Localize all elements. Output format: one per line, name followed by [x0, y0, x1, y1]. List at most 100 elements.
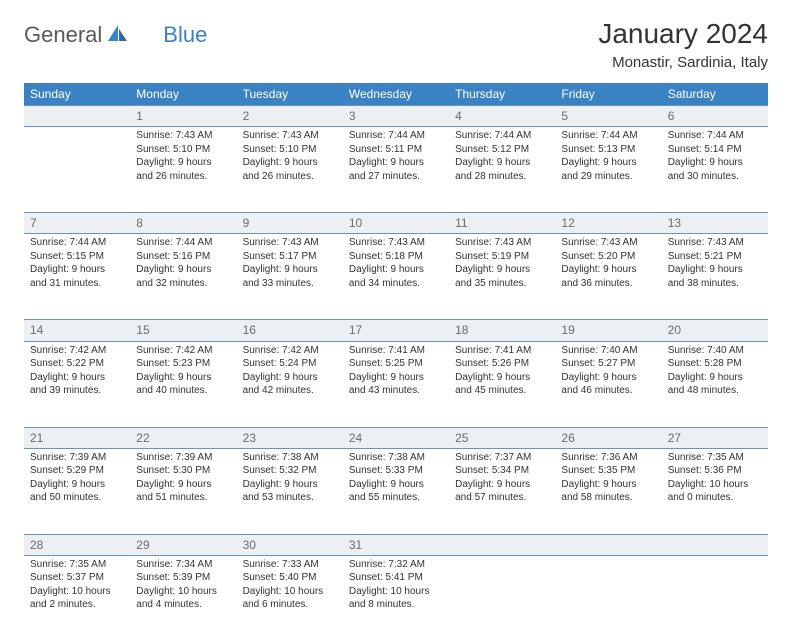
daylight-line2: and 26 minutes.	[136, 170, 230, 184]
day-details: Sunrise: 7:35 AMSunset: 5:37 PMDaylight:…	[24, 556, 130, 616]
sunrise-text: Sunrise: 7:41 AM	[349, 344, 443, 358]
day-details: Sunrise: 7:37 AMSunset: 5:34 PMDaylight:…	[449, 449, 555, 509]
sunrise-text: Sunrise: 7:44 AM	[30, 236, 124, 250]
logo-text-blue: Blue	[163, 22, 207, 48]
day-number: 23	[237, 428, 343, 448]
sunset-text: Sunset: 5:17 PM	[243, 250, 337, 264]
day-details: Sunrise: 7:40 AMSunset: 5:27 PMDaylight:…	[555, 342, 661, 402]
day-number-cell: 6	[662, 106, 768, 127]
day-number: 13	[662, 213, 768, 233]
daylight-line1: Daylight: 9 hours	[243, 371, 337, 385]
day-details: Sunrise: 7:43 AMSunset: 5:10 PMDaylight:…	[130, 127, 236, 187]
daylight-line2: and 50 minutes.	[30, 491, 124, 505]
sunrise-text: Sunrise: 7:43 AM	[136, 129, 230, 143]
day-number-cell: 28	[24, 534, 130, 555]
day-number: 26	[555, 428, 661, 448]
day-number: 10	[343, 213, 449, 233]
daylight-line1: Daylight: 9 hours	[30, 263, 124, 277]
day-number-cell: 18	[449, 320, 555, 341]
daylight-line2: and 26 minutes.	[243, 170, 337, 184]
daylight-line1: Daylight: 9 hours	[243, 156, 337, 170]
day-number-cell: 15	[130, 320, 236, 341]
day-number-cell: 17	[343, 320, 449, 341]
daylight-line2: and 55 minutes.	[349, 491, 443, 505]
daylight-line2: and 30 minutes.	[668, 170, 762, 184]
day-number: 30	[237, 535, 343, 555]
daylight-line1: Daylight: 10 hours	[349, 585, 443, 599]
day-body-cell	[555, 555, 661, 641]
day-details: Sunrise: 7:43 AMSunset: 5:21 PMDaylight:…	[662, 234, 768, 294]
day-details: Sunrise: 7:33 AMSunset: 5:40 PMDaylight:…	[237, 556, 343, 616]
day-body-cell: Sunrise: 7:40 AMSunset: 5:28 PMDaylight:…	[662, 341, 768, 427]
day-number-cell: 23	[237, 427, 343, 448]
logo: General Blue	[24, 22, 207, 48]
daylight-line1: Daylight: 9 hours	[136, 156, 230, 170]
day-number: 25	[449, 428, 555, 448]
day-body-row: Sunrise: 7:39 AMSunset: 5:29 PMDaylight:…	[24, 448, 768, 534]
day-number: 12	[555, 213, 661, 233]
sunrise-text: Sunrise: 7:43 AM	[243, 236, 337, 250]
sunset-text: Sunset: 5:32 PM	[243, 464, 337, 478]
day-number-row: 21222324252627	[24, 427, 768, 448]
daylight-line1: Daylight: 9 hours	[455, 263, 549, 277]
sunset-text: Sunset: 5:37 PM	[30, 571, 124, 585]
day-body-cell: Sunrise: 7:43 AMSunset: 5:19 PMDaylight:…	[449, 234, 555, 320]
sunset-text: Sunset: 5:28 PM	[668, 357, 762, 371]
day-number-cell: 14	[24, 320, 130, 341]
daylight-line2: and 53 minutes.	[243, 491, 337, 505]
day-number-cell	[449, 534, 555, 555]
day-number-cell: 20	[662, 320, 768, 341]
sunrise-text: Sunrise: 7:32 AM	[349, 558, 443, 572]
sunrise-text: Sunrise: 7:44 AM	[561, 129, 655, 143]
sunrise-text: Sunrise: 7:43 AM	[668, 236, 762, 250]
sunset-text: Sunset: 5:25 PM	[349, 357, 443, 371]
daylight-line1: Daylight: 9 hours	[136, 478, 230, 492]
daylight-line1: Daylight: 9 hours	[561, 263, 655, 277]
day-number-cell: 29	[130, 534, 236, 555]
day-number-cell: 4	[449, 106, 555, 127]
daylight-line2: and 48 minutes.	[668, 384, 762, 398]
daylight-line2: and 33 minutes.	[243, 277, 337, 291]
daylight-line1: Daylight: 9 hours	[668, 371, 762, 385]
day-details: Sunrise: 7:44 AMSunset: 5:16 PMDaylight:…	[130, 234, 236, 294]
day-details: Sunrise: 7:44 AMSunset: 5:11 PMDaylight:…	[343, 127, 449, 187]
title-block: January 2024 Monastir, Sardinia, Italy	[598, 18, 768, 71]
calendar-table: Sunday Monday Tuesday Wednesday Thursday…	[24, 83, 768, 641]
day-details: Sunrise: 7:42 AMSunset: 5:24 PMDaylight:…	[237, 342, 343, 402]
sunset-text: Sunset: 5:26 PM	[455, 357, 549, 371]
month-title: January 2024	[598, 18, 768, 50]
daylight-line2: and 6 minutes.	[243, 598, 337, 612]
day-details: Sunrise: 7:44 AMSunset: 5:15 PMDaylight:…	[24, 234, 130, 294]
daylight-line2: and 4 minutes.	[136, 598, 230, 612]
daylight-line1: Daylight: 9 hours	[455, 478, 549, 492]
day-body-cell: Sunrise: 7:43 AMSunset: 5:10 PMDaylight:…	[130, 127, 236, 213]
day-number-cell: 16	[237, 320, 343, 341]
sunrise-text: Sunrise: 7:44 AM	[455, 129, 549, 143]
day-body-cell: Sunrise: 7:44 AMSunset: 5:12 PMDaylight:…	[449, 127, 555, 213]
day-number-row: 14151617181920	[24, 320, 768, 341]
sunset-text: Sunset: 5:24 PM	[243, 357, 337, 371]
day-details: Sunrise: 7:40 AMSunset: 5:28 PMDaylight:…	[662, 342, 768, 402]
day-body-cell: Sunrise: 7:37 AMSunset: 5:34 PMDaylight:…	[449, 448, 555, 534]
day-details: Sunrise: 7:38 AMSunset: 5:33 PMDaylight:…	[343, 449, 449, 509]
day-body-cell: Sunrise: 7:38 AMSunset: 5:33 PMDaylight:…	[343, 448, 449, 534]
day-number: 6	[662, 106, 768, 126]
day-details: Sunrise: 7:44 AMSunset: 5:13 PMDaylight:…	[555, 127, 661, 187]
daylight-line2: and 39 minutes.	[30, 384, 124, 398]
daylight-line1: Daylight: 9 hours	[561, 371, 655, 385]
sunrise-text: Sunrise: 7:42 AM	[136, 344, 230, 358]
day-number-cell: 25	[449, 427, 555, 448]
day-number-cell: 21	[24, 427, 130, 448]
day-body-row: Sunrise: 7:42 AMSunset: 5:22 PMDaylight:…	[24, 341, 768, 427]
day-details: Sunrise: 7:42 AMSunset: 5:23 PMDaylight:…	[130, 342, 236, 402]
weekday-header: Saturday	[662, 83, 768, 106]
day-number-cell: 22	[130, 427, 236, 448]
day-number-row: 78910111213	[24, 213, 768, 234]
daylight-line1: Daylight: 9 hours	[349, 156, 443, 170]
day-details: Sunrise: 7:35 AMSunset: 5:36 PMDaylight:…	[662, 449, 768, 509]
sunset-text: Sunset: 5:29 PM	[30, 464, 124, 478]
day-body-cell: Sunrise: 7:42 AMSunset: 5:22 PMDaylight:…	[24, 341, 130, 427]
sunrise-text: Sunrise: 7:38 AM	[349, 451, 443, 465]
day-details: Sunrise: 7:32 AMSunset: 5:41 PMDaylight:…	[343, 556, 449, 616]
day-number: 15	[130, 320, 236, 340]
